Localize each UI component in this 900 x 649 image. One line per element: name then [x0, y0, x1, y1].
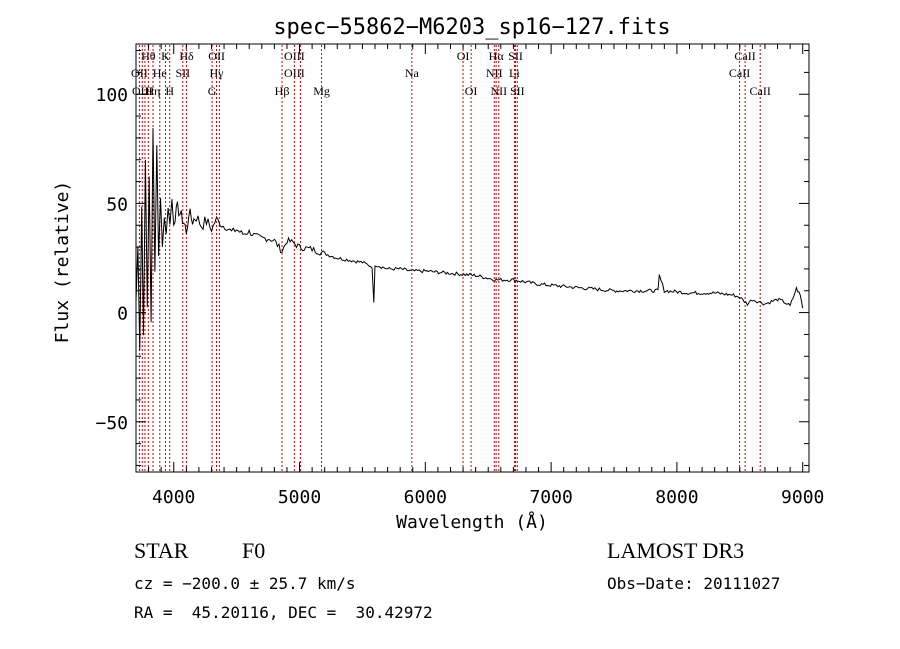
plot-frame [135, 43, 810, 473]
line-label: Hγ [210, 66, 225, 80]
x-tick-label: 6000 [404, 487, 447, 508]
y-tick-label: 100 [95, 85, 128, 106]
y-tick-label: −50 [95, 413, 128, 434]
line-label: OII [131, 66, 148, 80]
y-tick-label: 50 [106, 194, 128, 215]
line-label: SII [175, 66, 190, 80]
y-axis-ticks: −50 0 50 100 [95, 50, 809, 466]
x-tick-label: 8000 [655, 487, 698, 508]
line-label: OIII [284, 66, 305, 80]
line-label: CaII [750, 84, 771, 98]
line-label: SII [508, 49, 523, 63]
line-label: Na [405, 66, 420, 80]
line-label: K [161, 49, 170, 63]
line-label: OII [208, 49, 225, 63]
line-label: OI [465, 84, 478, 98]
chart-title: spec−55862−M6203_sp16−127.fits [273, 15, 670, 40]
x-axis-label: Wavelength (Å) [396, 511, 548, 533]
object-class: STAR [134, 538, 189, 563]
x-tick-label: 9000 [781, 487, 824, 508]
line-label: Hδ [179, 49, 194, 63]
line-label: Hβ [275, 84, 290, 98]
obs-date: Obs−Date: 20111027 [607, 574, 781, 593]
line-label: NII [490, 84, 507, 98]
line-label: CaII [729, 66, 750, 80]
line-label: He [153, 66, 167, 80]
x-axis-ticks: 4000 5000 6000 7000 8000 9000 [135, 44, 824, 508]
line-label: NII [486, 66, 503, 80]
redshift-readout: cz = −200.0 ± 25.7 km/s [134, 574, 356, 593]
object-subclass: F0 [242, 538, 266, 563]
line-label: OI [457, 49, 470, 63]
spectrum-line [135, 128, 804, 351]
survey-name: LAMOST DR3 [607, 538, 745, 563]
coordinates-readout: RA = 45.20116, DEC = 30.42972 [134, 603, 433, 622]
line-label: H [165, 84, 174, 98]
line-label: Mg [313, 84, 330, 98]
line-label: SII [510, 84, 525, 98]
line-label: Li [509, 66, 520, 80]
line-label: Hθ [141, 49, 156, 63]
y-tick-label: 0 [117, 304, 128, 325]
x-tick-label: 4000 [152, 487, 195, 508]
y-axis-label: Flux (relative) [52, 181, 73, 344]
line-label: CaII [734, 49, 755, 63]
line-label: Hη [146, 84, 161, 98]
line-label: G [208, 84, 217, 98]
x-tick-label: 5000 [278, 487, 321, 508]
line-label: OIII [284, 49, 305, 63]
line-label: Hα [489, 49, 505, 63]
x-tick-label: 7000 [529, 487, 572, 508]
emission-lines [138, 45, 761, 471]
